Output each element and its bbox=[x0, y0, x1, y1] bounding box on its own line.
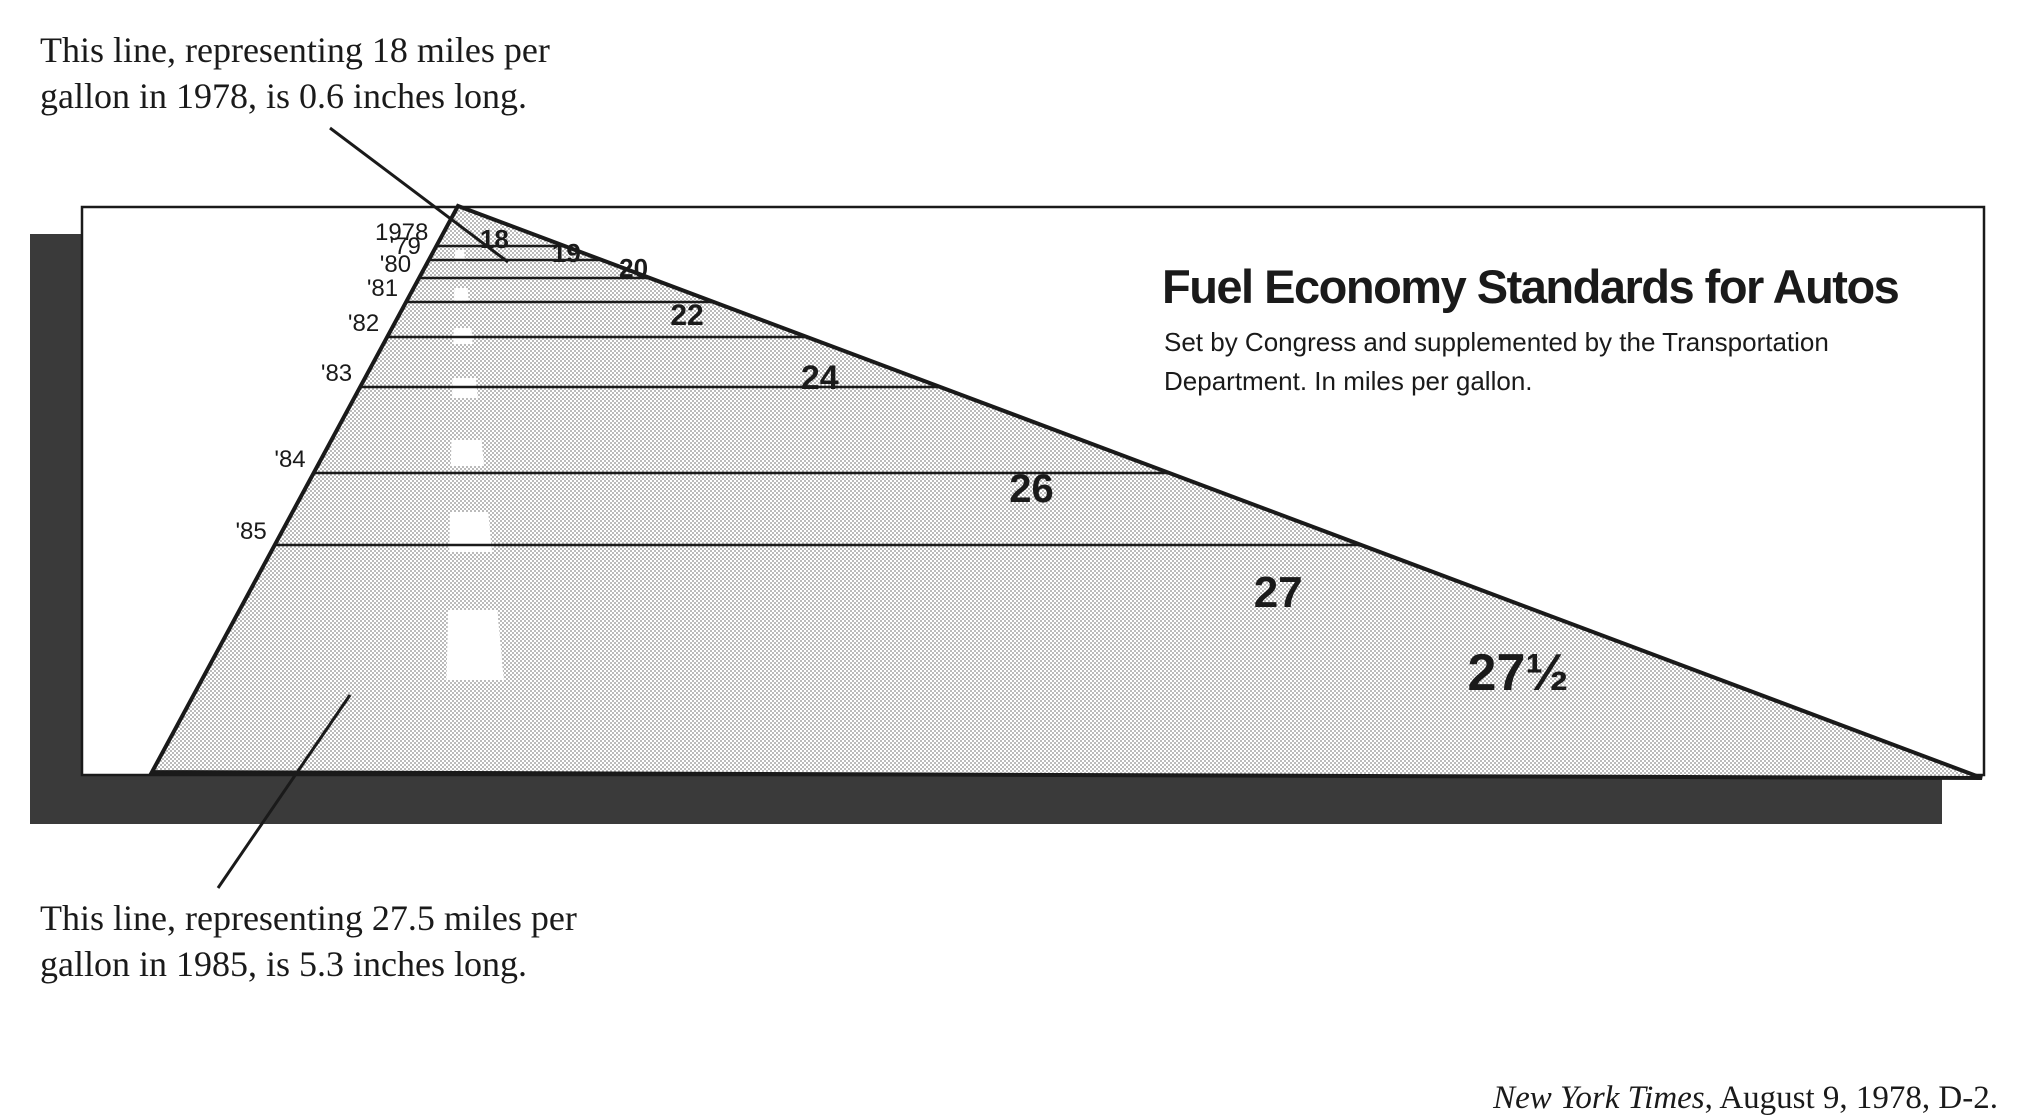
value-labels: 18 19 20 22 24 26 27 27½ bbox=[480, 224, 1569, 702]
road-triangle bbox=[148, 203, 1983, 780]
source-rest: , August 9, 1978, D-2. bbox=[1705, 1080, 1998, 1116]
value-label: 24 bbox=[801, 359, 839, 397]
lane-dash bbox=[450, 440, 485, 466]
lane-dash bbox=[446, 610, 504, 680]
year-label: '85 bbox=[235, 518, 266, 545]
annotation-bottom-line1: This line, representing 27.5 miles per bbox=[40, 898, 577, 938]
value-label: 22 bbox=[670, 299, 703, 332]
annotation-top-line1: This line, representing 18 miles per bbox=[40, 30, 550, 70]
annotation-bottom-pointer bbox=[216, 694, 352, 889]
value-label: 18 bbox=[480, 224, 509, 254]
bar-lines bbox=[274, 244, 1362, 547]
source-citation: New York Times, August 9, 1978, D-2. bbox=[1492, 1080, 1998, 1116]
value-label: 19 bbox=[552, 238, 581, 268]
annotation-top-pointer bbox=[329, 126, 509, 264]
lane-dash bbox=[454, 288, 469, 302]
value-label: 27½ bbox=[1468, 644, 1569, 702]
year-label: '84 bbox=[274, 446, 305, 473]
year-labels: 1978'79'80'81 '82 '83 '84 '85 bbox=[235, 219, 428, 545]
year-label: '79 bbox=[390, 233, 421, 260]
lane-dash bbox=[449, 512, 492, 552]
year-label: '81 bbox=[367, 275, 398, 302]
value-label: 26 bbox=[1009, 467, 1054, 511]
year-label: 1978 bbox=[375, 219, 428, 246]
chart-title: Fuel Economy Standards for Autos bbox=[1162, 260, 1899, 313]
year-label: '80 bbox=[380, 251, 411, 278]
year-label: '82 bbox=[348, 310, 379, 337]
chart-subtitle-line1: Set by Congress and supplemented by the … bbox=[1164, 327, 1829, 357]
annotation-top-line2: gallon in 1978, is 0.6 inches long. bbox=[40, 76, 527, 116]
chart-subtitle-line2: Department. In miles per gallon. bbox=[1164, 366, 1533, 396]
annotation-bottom-line2: gallon in 1985, is 5.3 inches long. bbox=[40, 944, 527, 984]
source-publication: New York Times bbox=[1492, 1080, 1705, 1116]
value-label: 20 bbox=[619, 253, 648, 283]
year-label: '83 bbox=[321, 360, 352, 387]
value-label: 27 bbox=[1254, 568, 1303, 617]
